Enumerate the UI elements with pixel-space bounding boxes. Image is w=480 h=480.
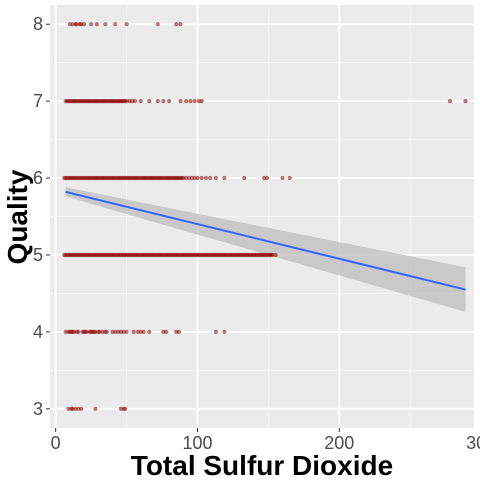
trend-line	[65, 190, 466, 291]
data-point	[138, 99, 143, 104]
data-point	[81, 22, 87, 27]
data-point	[222, 175, 227, 181]
x-tick-label: 0	[51, 433, 61, 453]
data-point	[97, 329, 102, 334]
x-axis-title: Total Sulfur Dioxide	[131, 450, 393, 480]
data-point	[178, 22, 183, 27]
data-point	[192, 99, 197, 104]
data-point	[113, 329, 118, 334]
data-point	[280, 175, 285, 181]
data-point	[74, 22, 79, 27]
data-point	[203, 175, 209, 181]
y-tick-label: 7	[33, 91, 43, 111]
data-point	[447, 99, 452, 104]
data-point	[79, 406, 84, 411]
grid	[50, 5, 474, 428]
data-point	[174, 22, 179, 27]
data-point	[184, 175, 189, 181]
data-point	[178, 99, 183, 104]
data-point	[124, 329, 129, 334]
regression-line	[65, 190, 466, 291]
data-point	[270, 252, 275, 258]
y-tick-label: 5	[33, 245, 43, 265]
data-point	[195, 175, 200, 181]
y-tick-label: 4	[33, 322, 43, 342]
data-point	[213, 175, 218, 181]
x-tick-label: 100	[182, 433, 212, 453]
data-point	[287, 175, 292, 181]
data-point	[213, 329, 218, 334]
data-point	[264, 175, 270, 181]
data-point	[262, 175, 267, 181]
data-point	[155, 22, 160, 27]
data-point	[89, 22, 94, 27]
data-point	[123, 406, 128, 411]
data-point	[192, 175, 197, 181]
data-point	[188, 99, 193, 104]
data-point	[66, 406, 71, 411]
data-point	[242, 175, 247, 181]
data-point	[121, 329, 126, 334]
data-point	[130, 99, 135, 104]
data-point	[94, 22, 99, 27]
data-point	[164, 329, 169, 334]
confidence-band-area	[65, 187, 466, 312]
y-axis-title: Quality	[2, 169, 33, 264]
data-point	[93, 406, 98, 411]
x-tick-label: 200	[324, 433, 354, 453]
data-point	[167, 99, 172, 104]
data-point	[161, 99, 166, 104]
data-point	[208, 175, 213, 181]
data-point	[113, 22, 118, 27]
confidence-band	[65, 187, 466, 312]
data-point	[199, 175, 204, 181]
data-point	[131, 329, 136, 334]
data-point	[73, 406, 78, 411]
data-point	[176, 329, 182, 334]
data-point	[76, 329, 81, 334]
data-point	[124, 22, 129, 27]
x-tick-label: 300	[466, 433, 480, 453]
data-point	[103, 22, 108, 27]
data-point	[222, 329, 227, 334]
data-point	[104, 329, 109, 334]
data-points	[62, 22, 468, 411]
data-point	[463, 99, 468, 104]
data-point	[147, 329, 152, 334]
axis-ticks: 0 100 200 300 3 4 5 6 7 8	[33, 14, 480, 453]
data-point	[135, 329, 140, 334]
data-point	[147, 99, 152, 104]
data-point	[273, 252, 278, 258]
y-tick-label: 8	[33, 14, 43, 34]
data-point	[155, 99, 160, 104]
y-tick-label: 6	[33, 168, 43, 188]
data-point	[199, 99, 204, 104]
y-tick-label: 3	[33, 399, 43, 419]
data-point	[133, 99, 138, 104]
data-point	[184, 99, 189, 104]
data-point	[161, 329, 166, 334]
data-point	[141, 329, 146, 334]
